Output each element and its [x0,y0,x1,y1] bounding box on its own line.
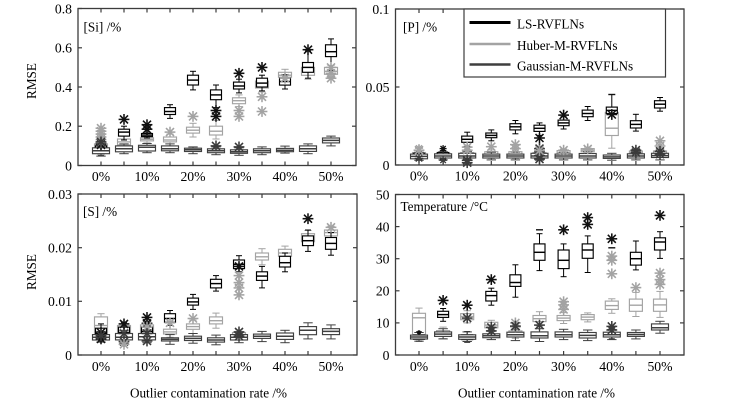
svg-text:0.05: 0.05 [366,80,390,95]
svg-text:0%: 0% [92,359,110,374]
svg-text:20%: 20% [180,169,205,184]
svg-text:0.03: 0.03 [48,187,72,202]
svg-text:50: 50 [376,187,390,202]
svg-text:0: 0 [65,158,72,173]
svg-text:10%: 10% [134,359,159,374]
svg-text:50%: 50% [647,169,672,184]
svg-text:0: 0 [383,158,390,173]
svg-text:0.01: 0.01 [48,294,72,309]
svg-text:10: 10 [376,316,390,331]
svg-text:[S] /%: [S] /% [83,204,117,219]
svg-text:Gaussian-M-RVFLNs: Gaussian-M-RVFLNs [517,59,633,74]
svg-text:0.4: 0.4 [55,80,72,95]
svg-text:Temperature /°C: Temperature /°C [401,199,489,214]
svg-text:20%: 20% [180,359,205,374]
svg-text:Outlier contamination rate /%: Outlier contamination rate /% [130,386,287,401]
svg-text:10%: 10% [455,359,480,374]
svg-text:0: 0 [65,348,72,363]
svg-text:[P] /%: [P] /% [403,20,437,35]
svg-text:0.2: 0.2 [55,119,72,134]
svg-text:30%: 30% [226,169,251,184]
svg-text:10%: 10% [134,169,159,184]
svg-text:40: 40 [376,219,390,234]
svg-text:0%: 0% [410,359,428,374]
svg-text:40%: 40% [272,359,297,374]
svg-text:10%: 10% [455,169,480,184]
svg-text:0.6: 0.6 [55,41,72,56]
svg-text:30: 30 [376,252,390,267]
svg-text:50%: 50% [318,359,343,374]
svg-text:40%: 40% [272,169,297,184]
svg-text:Huber-M-RVFLNs: Huber-M-RVFLNs [517,38,618,53]
svg-text:20%: 20% [503,359,528,374]
svg-text:30%: 30% [551,169,576,184]
svg-text:0.02: 0.02 [48,241,72,256]
svg-text:LS-RVFLNs: LS-RVFLNs [517,17,584,32]
svg-text:20: 20 [376,284,390,299]
svg-text:0: 0 [383,348,390,363]
svg-text:Outlier contamination rate /%: Outlier contamination rate /% [458,386,615,401]
svg-text:0.1: 0.1 [372,2,389,17]
svg-text:0%: 0% [410,169,428,184]
svg-text:RMSE: RMSE [24,254,39,290]
svg-text:30%: 30% [226,359,251,374]
svg-text:40%: 40% [599,359,624,374]
svg-text:40%: 40% [599,169,624,184]
svg-text:0.8: 0.8 [55,1,72,16]
svg-text:0%: 0% [92,169,110,184]
svg-text:[Si] /%: [Si] /% [84,20,122,35]
svg-text:30%: 30% [551,359,576,374]
svg-text:50%: 50% [318,169,343,184]
svg-text:RMSE: RMSE [24,63,39,99]
svg-text:20%: 20% [503,169,528,184]
svg-text:50%: 50% [647,359,672,374]
